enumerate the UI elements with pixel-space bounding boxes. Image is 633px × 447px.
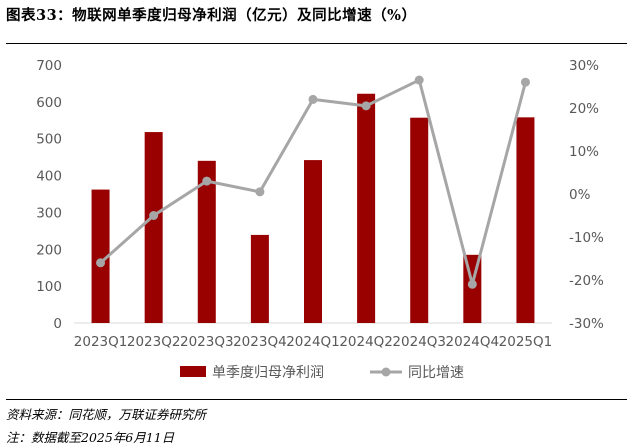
right-tick-label: 20% <box>569 101 599 117</box>
chart-area: 0 100 200 300 400 500 600 700 -30% -20% -10% 0% 10%… <box>36 58 604 381</box>
bar-series <box>91 93 535 324</box>
bar <box>91 189 110 323</box>
legend-bar-swatch <box>180 366 206 377</box>
left-tick-label: 200 <box>36 242 62 258</box>
line-point <box>414 75 424 85</box>
left-tick-label: 0 <box>53 316 62 332</box>
line-point <box>361 101 371 111</box>
right-tick-label: -30% <box>569 316 604 332</box>
legend-line-label: 同比增速 <box>408 365 464 381</box>
line-point <box>149 211 159 220</box>
bar <box>516 117 535 323</box>
right-axis: -30% -20% -10% 0% 10% 20% 30% <box>569 58 604 332</box>
x-tick-label: 2024Q1 <box>286 334 340 350</box>
left-tick-label: 600 <box>36 95 62 111</box>
x-tick-label: 2024Q3 <box>392 334 446 350</box>
x-tick-label: 2025Q1 <box>499 334 553 350</box>
line-point <box>308 94 318 104</box>
bar <box>304 160 322 323</box>
right-tick-label: -20% <box>569 273 604 289</box>
line-point <box>520 77 530 87</box>
line-series <box>96 75 530 289</box>
left-tick-label: 100 <box>36 279 62 295</box>
x-tick-label: 2023Q3 <box>180 334 234 350</box>
bar <box>410 117 429 323</box>
bar <box>250 234 269 323</box>
left-axis: 0 100 200 300 400 500 600 700 <box>36 58 62 332</box>
line-point <box>96 258 106 268</box>
line-point <box>202 176 212 186</box>
left-tick-label: 400 <box>36 169 62 185</box>
left-tick-label: 500 <box>36 132 62 148</box>
x-axis: 2023Q1 2023Q2 2023Q3 2023Q4 2024Q1 2024Q2 2024… <box>74 334 552 350</box>
bar <box>197 160 216 323</box>
right-tick-label: 0% <box>569 187 591 203</box>
bar <box>357 93 376 324</box>
line-point <box>467 279 477 289</box>
source-note: 资料来源：同花顺，万联证券研究所 <box>6 407 207 422</box>
legend-line-marker <box>381 367 391 377</box>
right-tick-label: -10% <box>569 230 604 246</box>
x-tick-label: 2023Q1 <box>74 334 128 350</box>
chart-title: 图表33：物联网单季度归母净利润（亿元）及同比增速（%） <box>6 7 417 24</box>
date-note: 注：数据截至2025年6月11日 <box>6 430 175 445</box>
legend: 单季度归母净利润 同比增速 <box>180 364 464 381</box>
line-point <box>255 187 265 197</box>
x-tick-label: 2024Q4 <box>446 334 500 350</box>
title-rule <box>6 43 627 44</box>
right-tick-label: 30% <box>569 58 599 74</box>
x-tick-label: 2023Q2 <box>127 334 181 350</box>
right-tick-label: 10% <box>569 144 599 160</box>
bar <box>144 132 163 323</box>
legend-bar-label: 单季度归母净利润 <box>212 364 324 381</box>
x-tick-label: 2024Q2 <box>339 334 393 350</box>
footer-rule <box>6 399 627 400</box>
left-tick-label: 700 <box>36 58 62 74</box>
x-tick-label: 2023Q4 <box>233 334 287 350</box>
left-tick-label: 300 <box>36 205 62 221</box>
